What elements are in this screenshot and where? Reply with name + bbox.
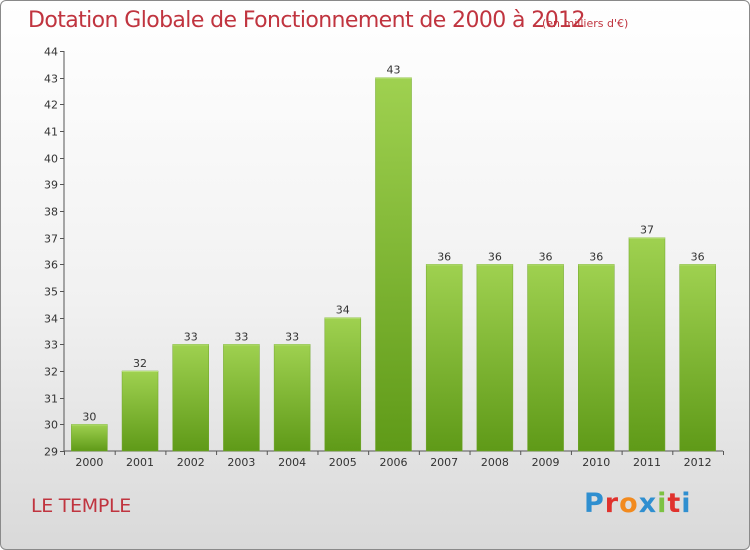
x-tick-label: 2007 xyxy=(430,456,458,469)
bar-value-label: 33 xyxy=(184,330,198,343)
y-tick-label: 44 xyxy=(44,46,58,59)
logo-letter: i xyxy=(681,488,692,519)
x-tick-label: 2011 xyxy=(633,456,661,469)
bar-2001 xyxy=(121,370,159,452)
bar-value-label: 37 xyxy=(640,224,654,237)
bar-2004 xyxy=(273,344,311,452)
bar-2008 xyxy=(476,264,514,452)
bar-2007 xyxy=(425,264,463,452)
logo-letter: o xyxy=(619,488,639,519)
y-tick-label: 33 xyxy=(44,339,58,352)
logo-letter: r xyxy=(604,488,620,519)
bar-2000 xyxy=(71,424,108,452)
x-tick-label: 2005 xyxy=(329,456,357,469)
bar-2010 xyxy=(578,264,615,452)
x-tick-label: 2000 xyxy=(75,456,103,469)
bar-value-label: 36 xyxy=(437,250,451,263)
bar-2011 xyxy=(628,237,666,452)
bar-value-label: 36 xyxy=(691,250,705,263)
logo-letter: t xyxy=(667,488,682,519)
y-tick-label: 39 xyxy=(44,179,58,192)
y-tick-label: 35 xyxy=(44,286,58,299)
proxiti-logo: Proxiti xyxy=(584,488,692,519)
bar-value-label: 30 xyxy=(82,410,96,423)
commune-name: LE TEMPLE xyxy=(31,495,131,517)
y-tick-label: 29 xyxy=(44,446,58,459)
x-tick-label: 2008 xyxy=(481,456,509,469)
y-tick-label: 30 xyxy=(44,419,58,432)
logo-letter: x xyxy=(638,488,658,519)
bar-2006 xyxy=(375,77,412,452)
bar-value-label: 36 xyxy=(539,250,553,263)
bar-value-label: 32 xyxy=(133,357,147,370)
bar-2012 xyxy=(679,264,716,452)
bar-2002 xyxy=(172,344,209,452)
bar-2005 xyxy=(324,317,362,452)
y-tick-label: 40 xyxy=(44,153,58,166)
chart-unit: (en milliers d'€) xyxy=(542,17,629,30)
bar-2003 xyxy=(223,344,260,452)
y-tick-label: 32 xyxy=(44,366,58,379)
bar-value-label: 33 xyxy=(234,330,248,343)
x-tick-label: 2004 xyxy=(278,456,306,469)
x-tick-label: 2001 xyxy=(126,456,154,469)
y-tick-label: 38 xyxy=(44,206,58,219)
y-tick-label: 37 xyxy=(44,233,58,246)
bar-value-label: 36 xyxy=(589,250,603,263)
y-tick-label: 34 xyxy=(44,313,58,326)
bar-value-label: 36 xyxy=(488,250,502,263)
bar-2009 xyxy=(527,264,564,452)
bar-value-label: 43 xyxy=(387,64,401,77)
x-tick-label: 2002 xyxy=(177,456,205,469)
y-tick-label: 36 xyxy=(44,259,58,272)
bar-value-label: 33 xyxy=(285,330,299,343)
x-tick-label: 2009 xyxy=(532,456,560,469)
x-tick-label: 2012 xyxy=(684,456,712,469)
y-tick-label: 31 xyxy=(44,393,58,406)
bar-value-label: 34 xyxy=(336,304,350,317)
chart-title: Dotation Globale de Fonctionnement de 20… xyxy=(28,8,586,33)
logo-letter: P xyxy=(584,488,605,519)
logo-letter: i xyxy=(657,488,668,519)
y-tick-label: 43 xyxy=(44,73,58,86)
y-tick-label: 41 xyxy=(44,126,58,139)
x-tick-label: 2003 xyxy=(227,456,255,469)
x-tick-label: 2006 xyxy=(380,456,408,469)
y-tick-label: 42 xyxy=(44,99,58,112)
x-tick-label: 2010 xyxy=(582,456,610,469)
